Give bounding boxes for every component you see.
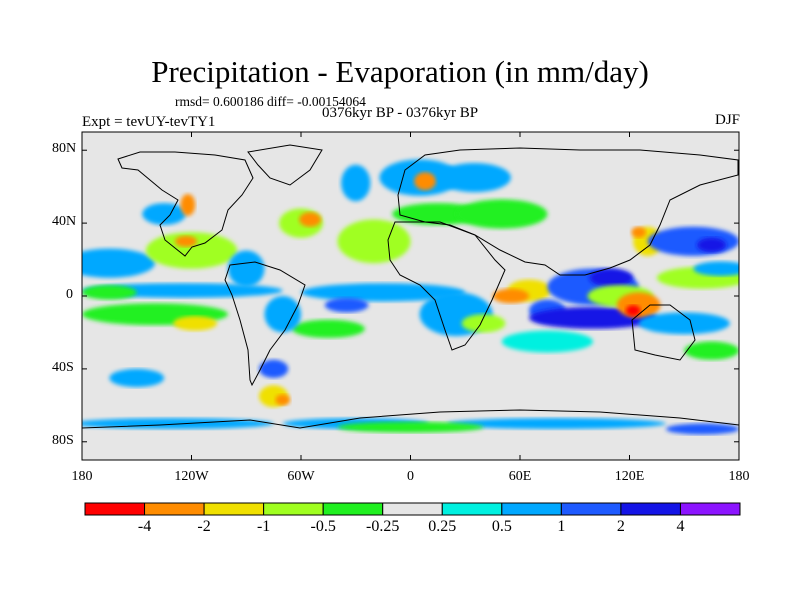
anomaly-region [301,283,466,302]
anomaly-region [180,193,196,216]
x-tick-label: 120W [174,469,209,484]
colorbar-label: -0.25 [366,518,400,535]
x-tick-label: 180 [71,469,93,484]
colorbar-label: -1 [256,518,271,535]
anomaly-region [259,359,289,378]
y-tick-label: 80N [52,141,77,157]
anomaly-region [501,330,593,353]
anomaly-region [589,268,634,287]
colorbar-label: -4 [137,518,152,535]
colorbar-label: 4 [676,518,685,535]
coast-north-america [117,151,254,257]
coastlines [82,144,739,429]
period-label: 0376kyr BP - 0376kyr BP [322,105,479,121]
x-tick-label: 180 [728,469,750,484]
anomaly-region [437,162,511,193]
colorbar-label: 0.5 [491,518,512,535]
colorbar-label: 0.25 [428,518,457,535]
x-tick-label: 120E [614,469,645,484]
season-label: DJF [714,112,740,128]
plot-title: Precipitation - Evaporation (in mm/day) [151,54,649,89]
coast-europe-asia [397,147,739,276]
anomaly-region [697,237,727,253]
anomaly-field [82,159,739,435]
y-tick-label: 0 [66,287,73,302]
anomaly-region [82,248,155,278]
y-tick-label: 40S [52,359,74,375]
anomaly-region [82,285,137,300]
colorbar-label: 1 [557,518,566,535]
coast-south-america [224,261,306,387]
colorbar-label: -2 [197,518,211,535]
anomaly-region [324,297,369,313]
anomaly-region [414,172,437,191]
anomaly-region [647,226,739,256]
anomaly-region [337,421,484,433]
anomaly-region [173,316,218,331]
anomaly-region [264,296,301,333]
anomaly-region [638,312,730,335]
anomaly-region [625,305,641,317]
anomaly-region [337,219,411,264]
y-tick-label: 80S [52,432,74,448]
anomaly-region [693,261,739,276]
coast-greenland [247,144,323,186]
anomaly-region [228,250,265,287]
anomaly-region [175,235,197,247]
coast-africa [387,221,506,351]
x-tick-label: 60W [287,469,315,484]
x-axis-ticks [81,132,740,460]
anomaly-region [145,232,238,269]
stats-line: rmsd= 0.600186 diff= -0.00154064 [175,94,366,109]
x-tick-label: 0 [407,469,414,484]
anomaly-region [447,418,666,430]
anomaly-region [684,341,739,360]
anomaly-region [341,164,371,202]
colorbar-label: -0.5 [310,518,336,535]
anomaly-region [142,203,187,225]
anomaly-region [631,226,646,238]
anomaly-region [461,314,506,333]
colorbar-label: 2 [616,518,625,535]
anomaly-region [291,319,365,338]
x-tick-label: 60E [508,469,532,484]
anomaly-region [299,212,322,227]
anomaly-region [492,288,530,304]
coast-antarctica [82,409,739,429]
anomaly-region [109,368,165,388]
anomaly-region [456,199,548,229]
y-tick-label: 40N [52,214,77,230]
anomaly-region [275,394,291,406]
experiment-label: Expt = tevUY-tevTY1 [82,114,216,130]
y-axis-ticks [82,149,739,443]
anomaly-region [666,423,739,435]
coast-australia [631,304,696,361]
